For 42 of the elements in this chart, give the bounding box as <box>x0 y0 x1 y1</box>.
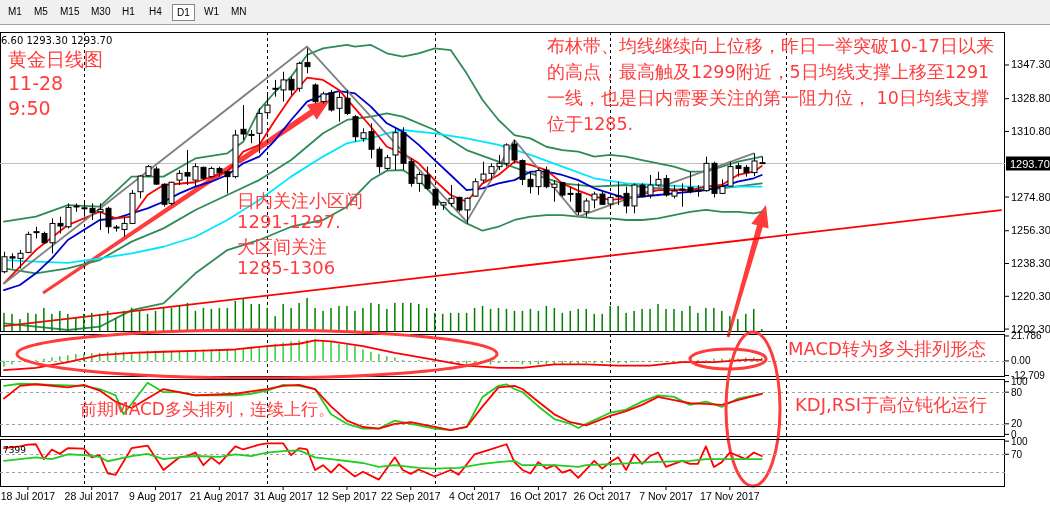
x-tick-label: 17 Nov 2017 <box>700 490 760 502</box>
ref-line-label: 1293.70 <box>1010 157 1050 170</box>
annotation: MACD转为多头排列形态 <box>788 337 986 361</box>
text: 黄金日线图 <box>8 47 103 72</box>
x-tick-label: 4 Oct 2017 <box>448 490 501 502</box>
text: M1 <box>7 5 23 19</box>
y-tick-label: 1238.30 <box>1011 257 1050 270</box>
text: W1 <box>203 5 220 19</box>
x-tick-label: 22 Sep 2017 <box>380 490 441 502</box>
y-tick-label: 70 <box>1011 448 1023 460</box>
y-tick-label: 80 <box>1011 386 1023 398</box>
text: M15 <box>59 5 81 19</box>
y-tick-label: 1310.80 <box>1011 124 1050 137</box>
x-tick-label: 26 Oct 2017 <box>573 490 631 502</box>
annotation: 1285-1306 <box>237 257 336 278</box>
annotation: 11-28 <box>8 72 64 94</box>
y-tick-label: 1256.30 <box>1011 224 1050 237</box>
annotation: 9:50 <box>8 97 51 119</box>
y-tick-label: 1328.80 <box>1011 92 1050 105</box>
y-tick-label: 1347.30 <box>1011 58 1050 71</box>
annotation: 6.60 1293.30 1293.70 <box>1 35 113 46</box>
x-tick-label: 7 Nov 2017 <box>639 490 694 502</box>
y-tick-label: 1274.80 <box>1011 190 1050 203</box>
x-tick-label: 12 Sep 2017 <box>317 490 377 502</box>
y-tick-label: 1220.30 <box>1011 289 1050 302</box>
x-tick-label: 9 Aug 2017 <box>128 490 183 502</box>
text: M5 <box>33 5 49 19</box>
text: H4 <box>148 5 163 19</box>
annotation: KDJ,RSI于高位钝化运行 <box>795 393 987 417</box>
x-tick-label: 21 Aug 2017 <box>189 490 249 502</box>
x-tick-label: 31 Aug 2017 <box>253 490 313 502</box>
text: M30 <box>90 5 112 19</box>
x-tick-label: 18 Jul 2017 <box>0 490 56 502</box>
x-tick-label: 28 Jul 2017 <box>64 490 120 502</box>
y-tick-label: 0.00 <box>1011 355 1031 367</box>
text: H1 <box>121 5 136 19</box>
annotation: 布林带、均线继续向上位移，昨日一举突破10-17日以来的高点，最高触及1299附近，5日均线支撑上移至1291一线，也是日内需要关注的第一阻力位， 10日均线支撑位于1285. <box>547 35 995 136</box>
annotation: 7399 <box>3 445 26 455</box>
text: MN <box>230 5 248 19</box>
text: D1 <box>172 4 195 21</box>
y-tick-label: 20 <box>1011 418 1023 430</box>
x-tick-label: 16 Oct 2017 <box>509 490 568 502</box>
